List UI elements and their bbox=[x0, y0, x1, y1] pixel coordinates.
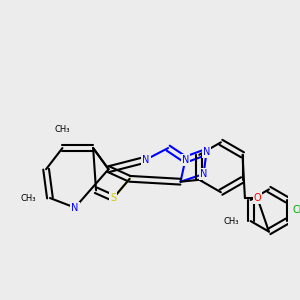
Text: O: O bbox=[254, 193, 261, 203]
Text: Cl: Cl bbox=[292, 205, 300, 214]
Text: N: N bbox=[203, 147, 210, 157]
Text: N: N bbox=[200, 169, 207, 179]
Text: CH₃: CH₃ bbox=[55, 125, 70, 134]
Text: CH₃: CH₃ bbox=[224, 217, 239, 226]
Text: S: S bbox=[110, 193, 116, 203]
Text: N: N bbox=[182, 154, 189, 165]
Text: N: N bbox=[142, 154, 150, 165]
Text: CH₃: CH₃ bbox=[20, 194, 35, 202]
Text: N: N bbox=[71, 202, 79, 213]
